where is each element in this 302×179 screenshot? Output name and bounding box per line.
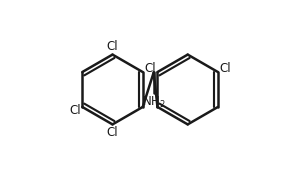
Text: Cl: Cl <box>219 62 231 74</box>
Text: Cl: Cl <box>107 126 118 139</box>
Text: Cl: Cl <box>107 40 118 53</box>
Text: Cl: Cl <box>144 62 156 74</box>
Text: Cl: Cl <box>69 105 81 117</box>
Text: NH$_2$: NH$_2$ <box>142 95 165 110</box>
